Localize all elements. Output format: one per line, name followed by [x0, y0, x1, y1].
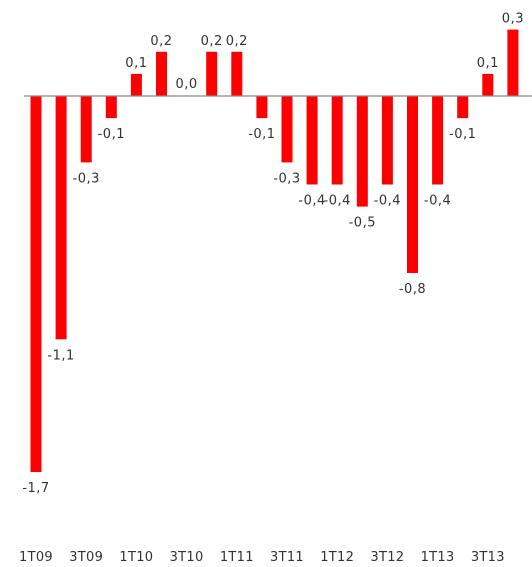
bar-4T09 — [105, 96, 117, 119]
value-label-2T10: 0,2 — [150, 34, 172, 49]
value-label-4T12: -0,8 — [399, 282, 426, 297]
bar-2T09 — [55, 96, 67, 340]
value-label-1T12: -0,4 — [324, 194, 351, 209]
bar-3T12 — [381, 96, 393, 185]
bar-2T12 — [356, 96, 368, 207]
bar-3T09 — [80, 96, 92, 163]
x-tick-label-1T13: 1T13 — [421, 550, 455, 565]
value-labels-group: -1,7-1,1-0,3-0,10,10,20,00,2 0,2-0,1-0,3-… — [22, 12, 524, 496]
value-label-2T12: -0,5 — [349, 216, 376, 231]
x-tick-label-3T11: 3T11 — [270, 550, 304, 565]
bars-group — [30, 29, 519, 472]
bar-2T13 — [457, 96, 469, 119]
bar-1T09 — [30, 96, 42, 472]
value-label-2T13: -0,1 — [449, 127, 476, 142]
x-tick-label-3T12: 3T12 — [370, 550, 404, 565]
value-label-4T13: 0,3 — [502, 12, 524, 27]
bar-4T12 — [407, 96, 418, 273]
x-tick-label-1T12: 1T12 — [320, 550, 354, 565]
bar-1T12 — [331, 96, 343, 185]
value-label-1T13: -0,4 — [424, 194, 451, 209]
value-label-1T11: 0,2 — [226, 34, 248, 49]
x-tick-label-1T09: 1T09 — [19, 550, 53, 565]
bar-3T13 — [482, 73, 494, 96]
value-label-4T11: -0,4 — [298, 194, 325, 209]
x-tick-label-1T10: 1T10 — [119, 550, 153, 565]
x-tick-label-3T13: 3T13 — [471, 550, 505, 565]
x-tick-labels-group: 1T09 3T09 1T10 3T10 1T11 3T11 1T12 3T12 1T13 3T13 — [19, 550, 505, 565]
value-label-3T13: 0,1 — [477, 56, 499, 71]
x-tick-label-3T09: 3T09 — [69, 550, 103, 565]
value-label-2T09: -1,1 — [47, 348, 74, 363]
bar-2T10 — [156, 51, 167, 96]
x-tick-label-3T10: 3T10 — [170, 550, 204, 565]
bar-4T10 — [206, 51, 218, 96]
value-label-3T09: -0,3 — [73, 171, 100, 186]
bar-4T11 — [306, 96, 318, 185]
value-label-3T11: -0,3 — [273, 171, 300, 186]
bar-3T11 — [281, 96, 293, 163]
value-label-2T11: -0,1 — [248, 127, 275, 142]
bar-1T11 — [231, 51, 243, 96]
bar-1T10 — [130, 73, 142, 96]
value-label-1T10: 0,1 — [125, 56, 147, 71]
value-label-1T09: -1,7 — [22, 481, 49, 496]
x-tick-label-1T11: 1T11 — [220, 550, 254, 565]
value-label-4T09: -0,1 — [98, 127, 125, 142]
value-label-3T10: 0,0 — [176, 77, 198, 92]
bar-2T11 — [256, 96, 268, 119]
bar-1T13 — [432, 96, 444, 185]
value-label-3T12: -0,4 — [374, 194, 401, 209]
value-label-4T10: 0,2 — [201, 34, 223, 49]
bar-4T13 — [507, 29, 519, 97]
